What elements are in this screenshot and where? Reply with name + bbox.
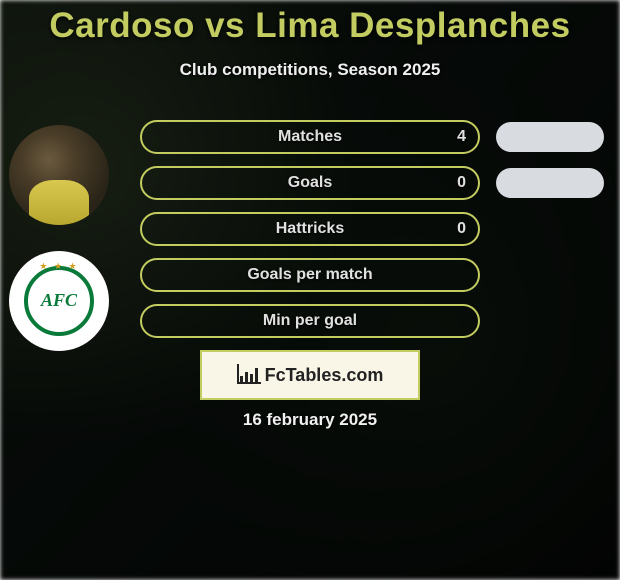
stat-bars: Matches 4 Goals 0 Hattricks 0 Goals per match M… [140, 120, 480, 350]
comparison-pill [496, 122, 604, 152]
pill-row [490, 120, 610, 154]
stat-bar: Goals [140, 166, 480, 200]
page-title: Cardoso vs Lima Desplanches [0, 0, 620, 46]
date-label: 16 february 2025 [0, 410, 620, 430]
source-logo: FcTables.com [200, 350, 420, 400]
stat-label: Matches [278, 128, 342, 146]
club-badge: ★ ★ ★ AFC [9, 251, 109, 351]
club-stars-icon: ★ ★ ★ [39, 261, 78, 272]
stat-label: Goals [288, 174, 332, 192]
stat-value: 0 [457, 166, 466, 200]
stat-bar: Matches [140, 120, 480, 154]
stat-row: Min per goal [140, 304, 480, 338]
player-avatar [9, 125, 109, 225]
stat-bar: Goals per match [140, 258, 480, 292]
comparison-pills [490, 120, 610, 350]
comparison-pill [496, 168, 604, 198]
stat-label: Min per goal [263, 312, 357, 330]
pill-row [490, 166, 610, 200]
subtitle: Club competitions, Season 2025 [0, 60, 620, 80]
pill-row [490, 258, 610, 292]
stat-row: Goals 0 [140, 166, 480, 200]
stat-value: 4 [457, 120, 466, 154]
avatar-column: ★ ★ ★ AFC [9, 125, 109, 377]
club-initials: AFC [24, 266, 94, 336]
pill-row [490, 304, 610, 338]
stat-value: 0 [457, 212, 466, 246]
source-name: FcTables.com [265, 365, 384, 386]
stat-label: Goals per match [247, 266, 372, 284]
stat-bar: Min per goal [140, 304, 480, 338]
content-area: Cardoso vs Lima Desplanches Club competi… [0, 0, 620, 580]
pill-row [490, 212, 610, 246]
stat-row: Goals per match [140, 258, 480, 292]
chart-icon [237, 366, 259, 384]
stat-bar: Hattricks [140, 212, 480, 246]
stat-label: Hattricks [276, 220, 344, 238]
stat-row: Hattricks 0 [140, 212, 480, 246]
stat-row: Matches 4 [140, 120, 480, 154]
